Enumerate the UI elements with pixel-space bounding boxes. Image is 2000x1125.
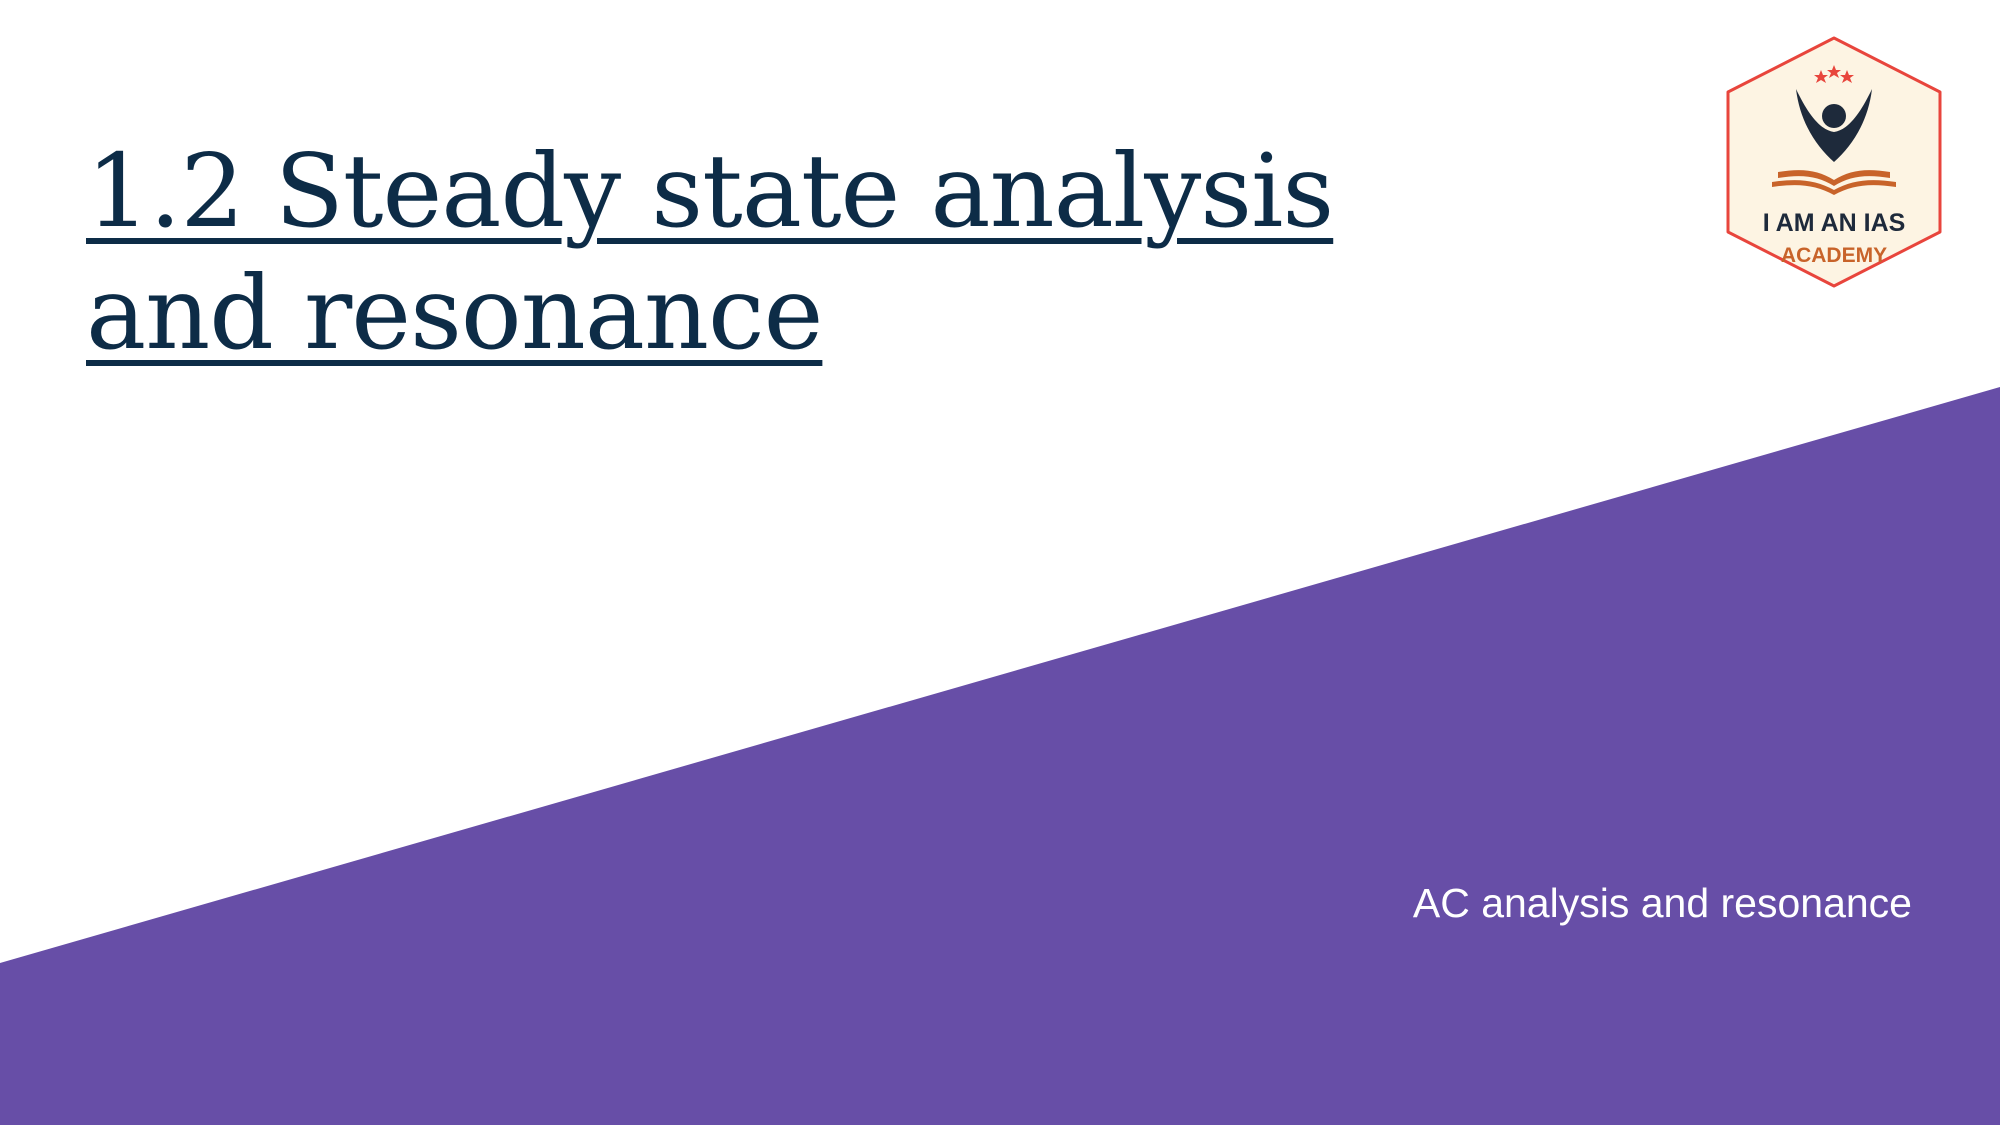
slide-title: 1.2 Steady state analysis and resonance xyxy=(86,132,1334,372)
stars-icon xyxy=(1814,65,1854,83)
logo-text-line2: ACADEMY xyxy=(1781,244,1887,267)
slide-subtitle: AC analysis and resonance xyxy=(1412,880,1912,926)
person-icon xyxy=(1796,89,1872,162)
academy-logo: I AM AN IAS ACADEMY xyxy=(1726,36,1942,288)
logo-text-line1: I AM AN IAS xyxy=(1763,209,1906,237)
open-book-icon xyxy=(1772,170,1896,195)
